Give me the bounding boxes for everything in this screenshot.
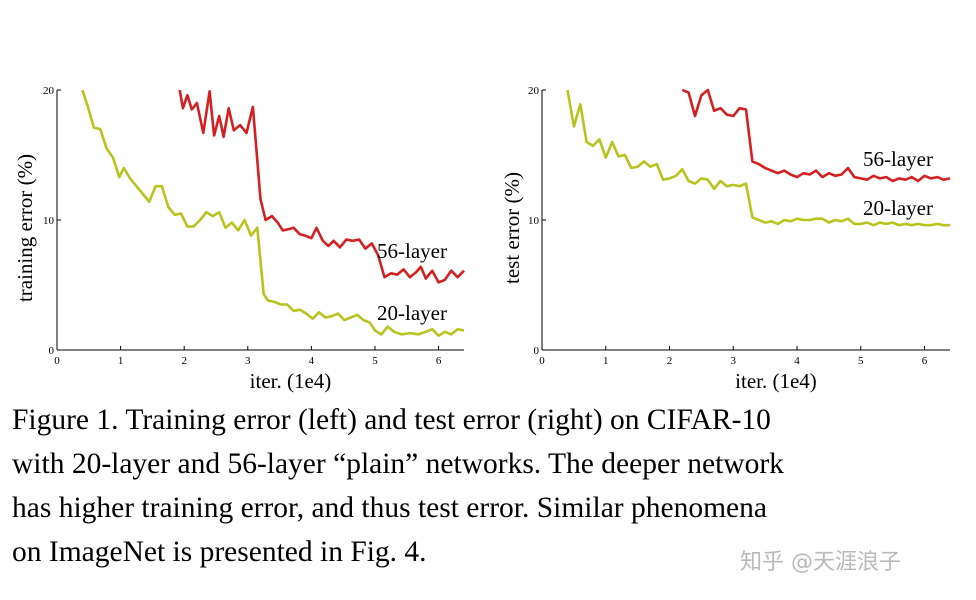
series-line-56-layer — [681, 88, 951, 183]
y-tick-label: 20 — [528, 85, 540, 97]
series-line-20-layer — [81, 89, 465, 338]
x-tick-label: 4 — [309, 355, 315, 367]
x-tick-label: 5 — [858, 355, 864, 367]
series-line-20-layer — [566, 89, 950, 227]
x-tick-label: 2 — [667, 355, 673, 367]
series-label-56-layer: 56-layer — [377, 239, 447, 263]
x-axis-label: iter. (1e4) — [735, 369, 817, 393]
series-label-20-layer: 20-layer — [863, 196, 933, 220]
x-tick-label: 4 — [794, 355, 800, 367]
series-label-56-layer: 56-layer — [863, 147, 933, 171]
x-tick-label: 6 — [436, 355, 442, 367]
y-tick-label: 20 — [43, 85, 55, 97]
series-label-20-layer: 20-layer — [377, 301, 447, 325]
x-tick-label: 0 — [54, 355, 60, 367]
x-axis-label: iter. (1e4) — [250, 369, 332, 393]
y-axis-label: test error (%) — [500, 172, 524, 284]
chart-test-error: 0 1 2 3 4 5 6 0 10 20 iter. (1e4) test error (%) 56-… — [500, 85, 951, 393]
y-tick-label: 10 — [528, 215, 540, 227]
x-tick-label: 3 — [731, 355, 737, 367]
figure-caption: Figure 1. Training error (left) and test… — [12, 398, 967, 574]
y-tick-label: 0 — [534, 345, 540, 357]
x-tick-label: 6 — [922, 355, 928, 367]
x-tick-label: 5 — [372, 355, 378, 367]
caption-line: on ImageNet is presented in Fig. 4. — [12, 536, 427, 568]
x-tick-label: 0 — [539, 355, 545, 367]
y-tick-label: 0 — [49, 345, 55, 357]
caption-line: with 20-layer and 56-layer “plain” netwo… — [12, 448, 784, 480]
caption-line: has higher training error, and thus test… — [12, 492, 767, 524]
x-tick-label: 1 — [118, 355, 124, 367]
chart-training-error: 0 1 2 3 4 5 6 0 10 20 iter. (1e4) training error (%… — [13, 85, 465, 393]
y-axis-label: training error (%) — [13, 154, 37, 302]
caption-line: Figure 1. Training error (left) and test… — [12, 404, 771, 436]
x-tick-label: 2 — [181, 355, 187, 367]
watermark: 知乎 @天涯浪子 — [740, 550, 901, 575]
y-tick-label: 10 — [43, 215, 55, 227]
x-tick-label: 1 — [603, 355, 609, 367]
x-tick-label: 3 — [245, 355, 251, 367]
series-line-56-layer — [178, 89, 465, 284]
